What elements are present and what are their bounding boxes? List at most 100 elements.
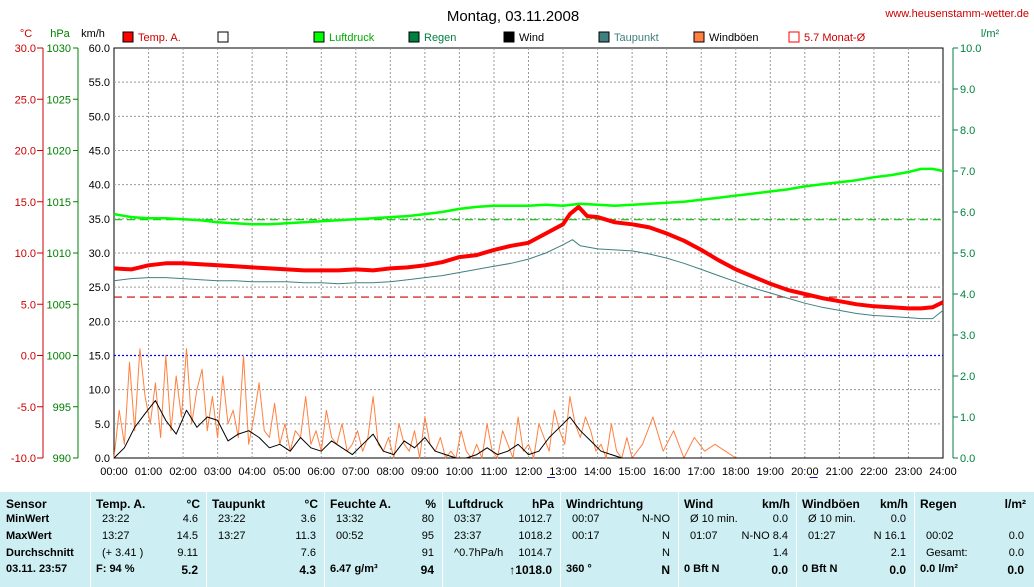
temp-tick-label: 0.0	[21, 351, 36, 363]
rain-tick-label: 3.0	[960, 330, 975, 342]
feuchte-row-label: 6.47 g/m³	[330, 563, 378, 575]
taupunkt-row-label: 23:22	[218, 513, 246, 525]
temp-row-value: 14.5	[176, 530, 198, 542]
regen-row-value: 0.0	[1007, 563, 1024, 577]
rain-tick-label: 9.0	[960, 84, 975, 96]
windrichtung-row-value: N-NO	[641, 513, 670, 525]
wind-row-value: 0.0	[772, 513, 788, 525]
temp-unit: °C	[186, 497, 200, 511]
col-regen: Regen l/m² 00:02 0.0 Gesamt: 0.0 0.0 l/m² 0.0	[914, 492, 1032, 587]
sensor-row-min: MinWert	[6, 513, 50, 525]
wind-tick-label: 10.0	[89, 385, 110, 397]
taupunkt-row-label: 13:27	[218, 530, 246, 542]
legend-label: 5.7 Monat-Ø	[804, 32, 866, 44]
site-link[interactable]: www.heusenstamm-wetter.de	[884, 8, 1029, 20]
legend-label: Regen	[424, 32, 456, 44]
col-windrichtung: Windrichtung 00:07 N-NO 00:17 N N 360 ° N	[560, 492, 678, 587]
x-tick-label: 22:00	[860, 466, 888, 478]
luftdruck-row-value: ↑1018.0	[509, 563, 552, 577]
series-tempa	[113, 204, 944, 311]
x-tick-label: 08:00	[377, 466, 405, 478]
rain-tick-label: 4.0	[960, 289, 975, 301]
windboeen-row-value: N 16.1	[873, 530, 906, 542]
taupunkt-row-value: 4.3	[299, 563, 316, 577]
pressure-tick-label: 990	[53, 453, 71, 465]
x-tick-label: 21:00	[826, 466, 854, 478]
pressure-tick-label: 1015	[47, 197, 71, 209]
col-wind: Wind km/h Ø 10 min. 0.0 01:07 N-NO 8.4 1.4 0 Bf…	[678, 492, 796, 587]
luftdruck-header: Luftdruck	[448, 497, 504, 511]
feuchte-header: Feuchte A.	[330, 497, 391, 511]
regen-row-value: 0.0	[1008, 530, 1024, 542]
wind-tick-label: 35.0	[89, 214, 110, 226]
rain-axis-unit: l/m²	[981, 28, 1000, 40]
feuchte-row-value: 94	[420, 563, 434, 577]
taupunkt-row-value: 3.6	[300, 513, 316, 525]
rain-tick-label: 10.0	[960, 43, 981, 55]
axes: 30.0 25.0 20.0 15.0 10.0 5.0 0.0 -5.0 -10.0 1030 1…	[11, 43, 982, 478]
regen-header: Regen	[920, 497, 957, 511]
windrichtung-row-label: 00:07	[572, 513, 600, 525]
col-taupunkt: Taupunkt °C 23:22 3.6 13:27 11.3 7.6 4.3	[206, 492, 324, 587]
temp-row-label: 13:27	[102, 530, 130, 542]
windboeen-row-value: 0.0	[889, 563, 906, 577]
temp-tick-label: 10.0	[15, 248, 36, 260]
legend-swatch	[503, 31, 515, 43]
windboeen-row-label: Ø 10 min.	[808, 513, 856, 525]
x-tick-label: 24:00	[929, 466, 957, 478]
chart-title: Montag, 03.11.2008	[447, 8, 579, 25]
x-tick-label: 19:00	[757, 466, 785, 478]
legend: Temp. A. Luftdruck Regen Wind Taupunkt Windbö…	[122, 31, 866, 44]
col-temp: Temp. A. °C 23:22 4.6 13:27 14.5 (+ 3.41 ) 9.11…	[90, 492, 206, 587]
x-tick-label: 04:00	[238, 466, 266, 478]
temp-tick-label: -10.0	[11, 453, 36, 465]
regen-row-value: 0.0	[1008, 547, 1024, 559]
luftdruck-row-label: 03:37	[454, 513, 482, 525]
taupunkt-row-value: 7.6	[300, 547, 316, 559]
x-tick-label: 13:00	[549, 466, 577, 478]
feuchte-unit: %	[425, 497, 436, 511]
col-feuchte: Feuchte A.% 13:32 80 00:52 95 91 6.47 g/m³ 94	[324, 492, 442, 587]
pressure-tick-label: 1000	[47, 351, 71, 363]
taupunkt-header: Taupunkt	[212, 497, 266, 511]
windboeen-row-value: 2.1	[890, 547, 906, 559]
wind-tick-label: 40.0	[89, 180, 110, 192]
pressure-tick-label: 1025	[47, 94, 71, 106]
wind-row-value: 1.4	[772, 547, 788, 559]
regen-row-label: 00:02	[926, 530, 954, 542]
temp-tick-label: 25.0	[15, 94, 36, 106]
pressure-axis-unit: hPa	[50, 28, 70, 40]
legend-swatch	[408, 31, 420, 43]
col-luftdruck: Luftdruck hPa 03:37 1012.7 23:37 1018.2 ^0.7hP…	[442, 492, 560, 587]
wind-tick-label: 0.0	[95, 453, 110, 465]
grid	[113, 47, 944, 459]
wind-row-label: 01:07	[690, 530, 718, 542]
rain-tick-label: 7.0	[960, 166, 975, 178]
rain-tick-label: 0.0	[960, 453, 975, 465]
temp-axis-unit: °C	[20, 28, 32, 40]
temp-row-label: 23:22	[102, 513, 130, 525]
luftdruck-unit: hPa	[531, 497, 554, 511]
series-windben	[113, 348, 943, 459]
wind-tick-label: 30.0	[89, 248, 110, 260]
luftdruck-row-value: 1018.2	[518, 530, 552, 542]
x-tick-label: 12:00	[515, 466, 543, 478]
temp-header: Temp. A.	[96, 497, 146, 511]
x-tick-label: 14:00	[584, 466, 612, 478]
pressure-tick-label: 1010	[47, 248, 71, 260]
x-tick-label: 07:00	[342, 466, 370, 478]
windrichtung-row-label: 00:17	[572, 530, 600, 542]
regen-row-label: Gesamt:	[926, 547, 968, 559]
legend-swatch	[598, 31, 610, 43]
wind-tick-label: 25.0	[89, 282, 110, 294]
luftdruck-row-label: 23:37	[454, 530, 482, 542]
feuchte-row-value: 80	[421, 513, 434, 525]
regen-row-label: 0.0 l/m²	[920, 563, 958, 575]
rain-tick-label: 8.0	[960, 125, 975, 137]
wind-unit: km/h	[761, 497, 790, 511]
windboeen-row-label: 0 Bft N	[802, 563, 838, 575]
wind-tick-label: 5.0	[95, 419, 110, 431]
temp-tick-label: -5.0	[17, 402, 36, 414]
temp-tick-label: 15.0	[15, 197, 36, 209]
reference-lines	[114, 219, 943, 357]
